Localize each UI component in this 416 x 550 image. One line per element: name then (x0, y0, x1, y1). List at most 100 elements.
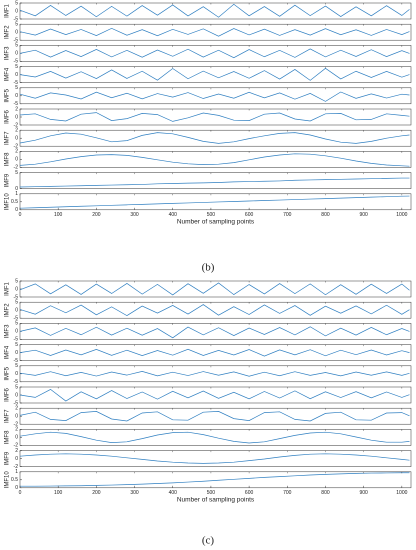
y-axis-label: IMF2 (5, 303, 11, 317)
y-tick-label: 0 (15, 456, 18, 462)
y-tick-label: 0.5 (11, 199, 18, 205)
signal-line (19, 48, 410, 59)
y-tick-label: 1 (15, 191, 18, 197)
y-tick-label: 0.5 (11, 477, 18, 483)
y-tick-label: -5 (14, 101, 19, 107)
y-axis-label: IMF7 (5, 409, 11, 423)
y-tick-label: 2 (15, 427, 18, 433)
subplot-frame (19, 87, 412, 105)
y-tick-label: 0 (15, 186, 18, 192)
signal-line (19, 326, 410, 339)
x-axis-label: Number of sampling points (177, 497, 255, 504)
x-tick-label: 300 (130, 490, 139, 496)
subplot-frame (19, 280, 412, 298)
y-tick-label: -2 (14, 443, 19, 449)
subplot-frame (19, 365, 412, 383)
y-axis-label: IMF9 (5, 451, 11, 465)
y-tick-label: 5 (15, 321, 18, 327)
y-tick-label: 0 (15, 30, 18, 36)
x-tick-label: 400 (169, 490, 178, 496)
x-tick-label: 700 (283, 212, 292, 218)
x-tick-label: 200 (92, 490, 101, 496)
x-tick-label: 100 (54, 490, 63, 496)
y-tick-label: 0 (15, 329, 18, 335)
y-tick-label: 5 (15, 363, 18, 369)
y-tick-label: 5 (15, 384, 18, 390)
y-tick-label: -5 (14, 80, 19, 86)
subplot-frame (19, 108, 412, 126)
x-tick-label: 900 (359, 212, 368, 218)
y-axis-label: IMF4 (5, 345, 11, 359)
y-axis-label: IMF1 (5, 282, 11, 296)
y-tick-label: 0 (15, 435, 18, 441)
y-axis-label: IMF2 (5, 25, 11, 39)
y-tick-label: 0 (15, 114, 18, 120)
y-tick-label: -5 (14, 294, 19, 300)
subplot-frame (19, 66, 412, 83)
y-tick-label: 0 (15, 392, 18, 398)
y-tick-label: 0 (15, 51, 18, 57)
y-tick-label: 2 (15, 128, 18, 134)
subplot-frame (19, 129, 412, 147)
signal-line (19, 3, 410, 18)
signal-line (19, 453, 410, 464)
x-tick-label: 400 (169, 212, 178, 218)
subplot-frame (19, 23, 412, 41)
signal-line (19, 431, 410, 444)
caption: (b) (202, 262, 215, 274)
y-tick-label: 5 (15, 43, 18, 49)
x-tick-label: 500 (207, 212, 216, 218)
signal-line (19, 132, 410, 144)
x-tick-label: 1000 (396, 212, 407, 218)
signal-line (19, 304, 410, 317)
y-tick-label: 0 (15, 136, 18, 142)
x-tick-label: 800 (321, 212, 330, 218)
signal-line (19, 371, 410, 377)
signal-line (19, 411, 410, 422)
y-tick-label: -2 (14, 422, 19, 428)
x-tick-label: 800 (321, 490, 330, 496)
x-tick-label: 0 (19, 212, 22, 218)
y-tick-label: -2 (14, 122, 19, 128)
y-tick-label: 5 (15, 342, 18, 348)
x-tick-label: 900 (359, 490, 368, 496)
y-tick-label: 0 (15, 371, 18, 377)
signal-line (19, 112, 410, 122)
y-axis-label: IMF9 (5, 173, 11, 187)
y-tick-label: 5 (15, 170, 18, 176)
signal-line (19, 91, 410, 102)
y-tick-label: -5 (14, 59, 19, 65)
subplot-frame (19, 323, 412, 340)
x-tick-label: 1000 (396, 490, 407, 496)
y-tick-label: 1 (15, 469, 18, 475)
y-tick-label: -5 (14, 316, 19, 322)
y-tick-label: 0 (15, 93, 18, 99)
y-tick-label: 5 (15, 300, 18, 306)
y-tick-label: 0 (15, 414, 18, 420)
x-tick-label: 0 (19, 490, 22, 496)
signal-line (19, 348, 410, 357)
y-tick-label: 0 (15, 350, 18, 356)
y-axis-label: IMF6 (5, 388, 11, 402)
signal-line (19, 27, 410, 37)
y-axis-label: IMF1 (5, 4, 11, 18)
y-tick-label: 2 (15, 406, 18, 412)
y-tick-label: -5 (14, 358, 19, 364)
subplot-frame (19, 386, 412, 404)
y-axis-label: IMF7 (5, 131, 11, 145)
y-axis-label: IMF10 (5, 193, 11, 211)
x-tick-label: 100 (54, 212, 63, 218)
y-tick-label: 5 (15, 85, 18, 91)
y-tick-label: 0 (15, 308, 18, 314)
y-axis-label: IMF5 (5, 366, 11, 380)
subplot-frame (19, 407, 412, 425)
y-tick-label: 2 (15, 448, 18, 454)
y-tick-label: -5 (14, 16, 19, 22)
y-tick-label: 5 (15, 0, 18, 6)
y-tick-label: 0 (15, 286, 18, 292)
signal-line (19, 67, 410, 81)
y-tick-label: 0 (15, 485, 18, 491)
subplot-frame (19, 450, 412, 467)
